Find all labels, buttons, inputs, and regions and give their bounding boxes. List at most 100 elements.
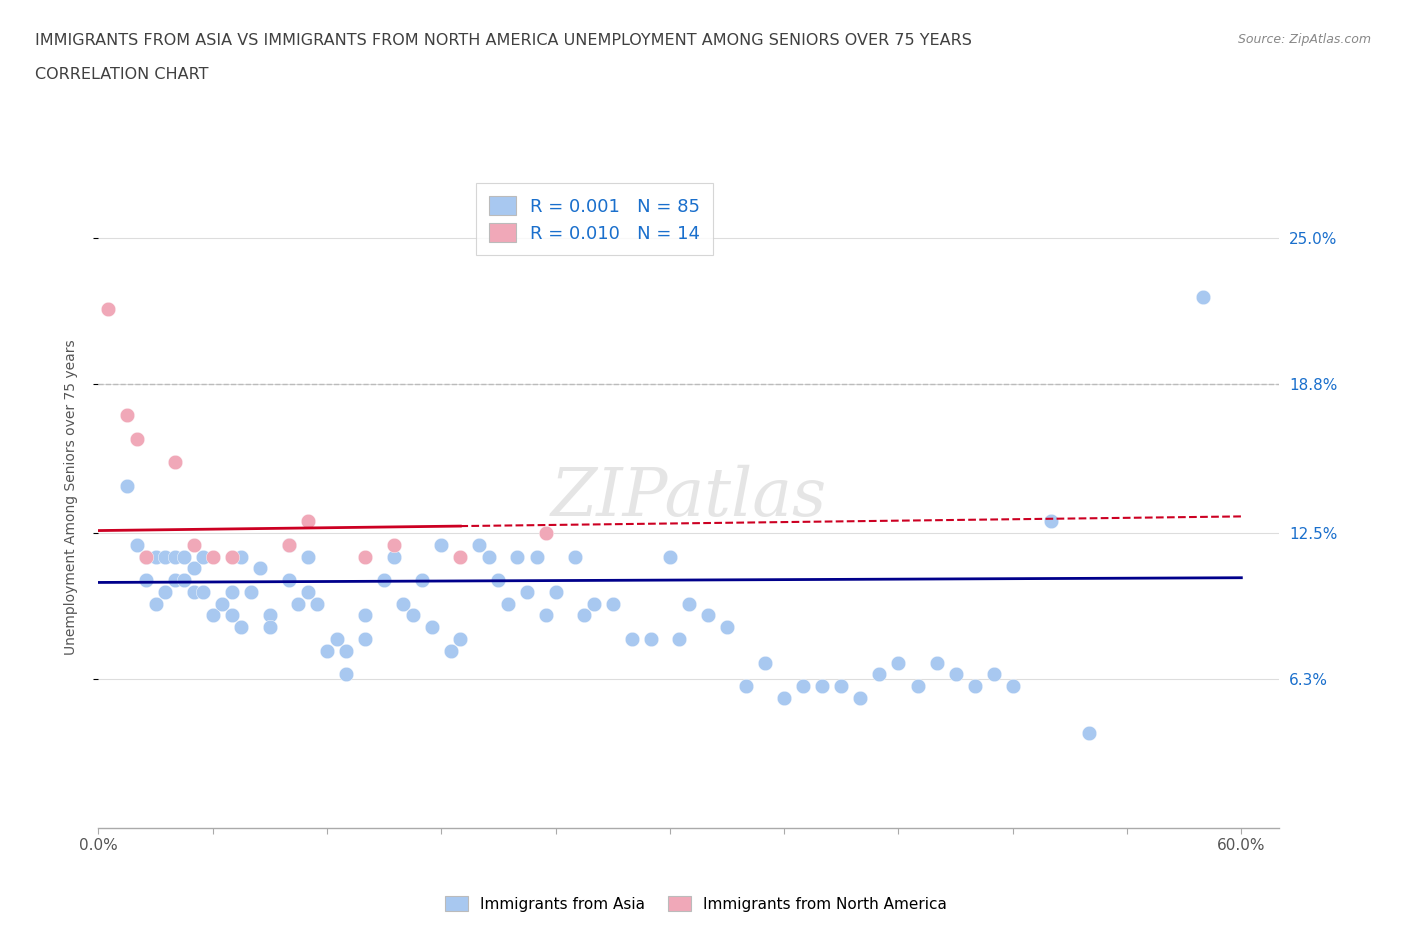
Point	[1078, 726, 1101, 741]
Point	[173, 549, 195, 564]
Point	[488, 573, 510, 588]
Point	[411, 573, 433, 588]
Point	[173, 573, 195, 588]
Point	[277, 573, 299, 588]
Point	[259, 608, 281, 623]
Point	[325, 631, 347, 646]
Point	[211, 596, 233, 611]
Point	[354, 631, 377, 646]
Point	[392, 596, 415, 611]
Point	[297, 584, 319, 599]
Point	[193, 584, 215, 599]
Point	[716, 619, 738, 634]
Point	[773, 691, 796, 706]
Point	[735, 679, 758, 694]
Y-axis label: Unemployment Among Seniors over 75 years: Unemployment Among Seniors over 75 years	[63, 339, 77, 656]
Point	[201, 549, 224, 564]
Point	[382, 538, 405, 552]
Point	[430, 538, 453, 552]
Point	[887, 656, 910, 671]
Point	[354, 608, 377, 623]
Point	[678, 596, 700, 611]
Point	[754, 656, 776, 671]
Point	[335, 667, 357, 682]
Point	[221, 608, 243, 623]
Point	[163, 549, 186, 564]
Point	[516, 584, 538, 599]
Point	[145, 596, 167, 611]
Point	[564, 549, 586, 564]
Point	[925, 656, 948, 671]
Point	[945, 667, 967, 682]
Point	[534, 525, 557, 540]
Point	[231, 549, 253, 564]
Point	[1039, 513, 1062, 528]
Point	[135, 549, 157, 564]
Point	[183, 584, 205, 599]
Point	[163, 573, 186, 588]
Point	[135, 549, 157, 564]
Point	[115, 407, 138, 422]
Point	[658, 549, 681, 564]
Point	[534, 608, 557, 623]
Point	[125, 538, 148, 552]
Legend: Immigrants from Asia, Immigrants from North America: Immigrants from Asia, Immigrants from No…	[439, 889, 953, 918]
Point	[582, 596, 605, 611]
Point	[907, 679, 929, 694]
Point	[335, 644, 357, 658]
Point	[145, 549, 167, 564]
Point	[239, 584, 262, 599]
Point	[277, 538, 299, 552]
Point	[868, 667, 890, 682]
Point	[183, 538, 205, 552]
Point	[792, 679, 814, 694]
Point	[193, 549, 215, 564]
Point	[97, 301, 120, 316]
Point	[153, 584, 176, 599]
Point	[544, 584, 567, 599]
Point	[277, 538, 299, 552]
Point	[231, 619, 253, 634]
Point	[297, 549, 319, 564]
Text: IMMIGRANTS FROM ASIA VS IMMIGRANTS FROM NORTH AMERICA UNEMPLOYMENT AMONG SENIORS: IMMIGRANTS FROM ASIA VS IMMIGRANTS FROM …	[35, 33, 972, 47]
Point	[135, 573, 157, 588]
Point	[125, 432, 148, 446]
Point	[849, 691, 872, 706]
Point	[478, 549, 501, 564]
Legend: R = 0.001   N = 85, R = 0.010   N = 14: R = 0.001 N = 85, R = 0.010 N = 14	[477, 183, 713, 256]
Text: ZIPatlas: ZIPatlas	[551, 465, 827, 530]
Point	[163, 455, 186, 470]
Point	[373, 573, 395, 588]
Point	[449, 549, 471, 564]
Point	[468, 538, 491, 552]
Point	[153, 549, 176, 564]
Point	[420, 619, 443, 634]
Point	[1192, 289, 1215, 304]
Text: CORRELATION CHART: CORRELATION CHART	[35, 67, 208, 82]
Point	[668, 631, 690, 646]
Point	[307, 596, 329, 611]
Point	[249, 561, 271, 576]
Point	[572, 608, 595, 623]
Point	[983, 667, 1005, 682]
Point	[201, 608, 224, 623]
Point	[259, 619, 281, 634]
Point	[640, 631, 662, 646]
Point	[287, 596, 309, 611]
Point	[620, 631, 643, 646]
Text: Source: ZipAtlas.com: Source: ZipAtlas.com	[1237, 33, 1371, 46]
Point	[115, 478, 138, 493]
Point	[183, 561, 205, 576]
Point	[221, 584, 243, 599]
Point	[697, 608, 720, 623]
Point	[602, 596, 624, 611]
Point	[402, 608, 425, 623]
Point	[526, 549, 548, 564]
Point	[1001, 679, 1024, 694]
Point	[449, 631, 471, 646]
Point	[316, 644, 339, 658]
Point	[382, 549, 405, 564]
Point	[963, 679, 986, 694]
Point	[297, 513, 319, 528]
Point	[506, 549, 529, 564]
